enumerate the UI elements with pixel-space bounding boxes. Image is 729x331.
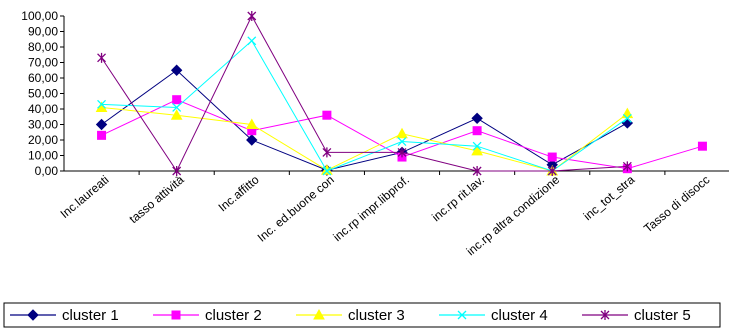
data-point <box>397 147 407 158</box>
y-tick-label: 60,00 <box>28 71 58 85</box>
data-point <box>322 110 332 120</box>
legend-marker <box>457 310 467 320</box>
y-tick-label: 80,00 <box>28 40 58 54</box>
legend-entry: cluster 1 <box>10 307 119 324</box>
legend-entry: cluster 5 <box>582 307 691 324</box>
legend-label: cluster 3 <box>348 307 405 324</box>
data-point <box>322 147 332 158</box>
x-tick-label: inc.rp impr.libprof. <box>330 173 412 245</box>
data-point <box>471 112 483 125</box>
data-point <box>472 166 482 176</box>
data-point <box>95 118 108 131</box>
series-group <box>95 11 707 176</box>
data-point <box>170 109 183 120</box>
y-tick-label: 10,00 <box>28 149 58 163</box>
y-tick-label: 70,00 <box>28 56 58 70</box>
data-point <box>97 52 107 63</box>
legend: cluster 1 cluster 2 cluster 3 cluster 4 clus… <box>3 302 721 328</box>
y-tick-label: 100,00 <box>21 9 58 23</box>
legend-label: cluster 4 <box>491 307 548 324</box>
y-tick-label: 30,00 <box>28 118 58 132</box>
series-line <box>101 69 628 171</box>
legend-label: cluster 1 <box>62 307 119 324</box>
y-tick-label: 50,00 <box>28 87 58 101</box>
data-point <box>621 107 634 119</box>
data-point <box>621 117 634 129</box>
x-tick-label: Inc.affitto <box>216 172 262 214</box>
y-tick-label: 0,00 <box>35 164 59 178</box>
data-point <box>245 118 258 129</box>
data-point <box>172 166 182 176</box>
y-tick-label: 40,00 <box>28 102 58 116</box>
data-point <box>97 99 107 109</box>
data-point <box>396 127 408 139</box>
data-point <box>322 166 332 176</box>
legend-entry: cluster 2 <box>153 307 262 324</box>
series-line <box>101 40 628 172</box>
x-axis-ticks: Inc.laureati tasso attività Inc.affittoInc… <box>58 171 712 258</box>
x-tick-label: Tasso di disocc <box>641 173 712 236</box>
legend-label: cluster 5 <box>634 307 691 324</box>
data-point <box>547 166 557 176</box>
series-5 <box>97 11 632 176</box>
data-point <box>172 102 182 112</box>
legend-marker <box>313 308 325 320</box>
data-point <box>472 141 482 151</box>
data-point <box>397 137 407 147</box>
legend-marker <box>27 309 39 321</box>
data-point <box>170 64 183 76</box>
data-point <box>97 130 107 140</box>
data-point <box>471 144 483 156</box>
data-point <box>247 11 257 21</box>
x-tick-label: inc_tot_stra <box>581 172 638 223</box>
data-point <box>547 152 557 162</box>
series-line <box>101 14 628 173</box>
x-tick-label: Inc.laureati <box>58 173 112 221</box>
legend-entry: cluster 4 <box>439 307 548 324</box>
data-point <box>247 36 257 46</box>
data-point <box>472 126 482 136</box>
y-tick-label: 90,00 <box>28 25 58 39</box>
legend-marker <box>600 310 610 320</box>
data-point <box>246 134 258 146</box>
legend-marker <box>171 310 181 320</box>
legend-entry: cluster 3 <box>296 307 405 324</box>
data-point <box>697 141 707 151</box>
data-point <box>622 161 632 172</box>
y-tick-label: 20,00 <box>28 133 58 147</box>
x-tick-label: tasso attività <box>126 172 186 226</box>
x-tick-label: Inc. ed.buone con <box>255 173 337 245</box>
axes <box>63 16 729 172</box>
legend-label: cluster 2 <box>205 307 262 324</box>
data-point <box>622 113 632 123</box>
data-point <box>172 95 182 105</box>
x-tick-label: inc.rp rit.lav. <box>429 173 487 225</box>
